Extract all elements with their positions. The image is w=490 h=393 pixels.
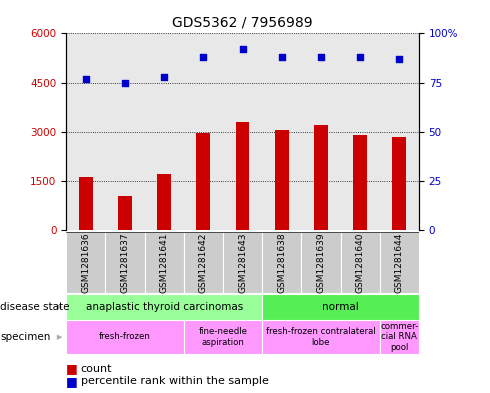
Bar (236, 122, 249, 230)
Point (199, 54, 207, 60)
Text: 0: 0 (240, 222, 245, 231)
Text: fresh-frozen contralateral
lobe: fresh-frozen contralateral lobe (266, 327, 376, 347)
Text: GSM1281638: GSM1281638 (277, 232, 286, 293)
Text: 0: 0 (358, 222, 363, 231)
FancyBboxPatch shape (341, 232, 380, 293)
Text: 0: 0 (162, 222, 167, 231)
FancyBboxPatch shape (301, 232, 341, 293)
Bar (145, 33, 184, 230)
Bar (223, 33, 262, 230)
Text: GSM1281642: GSM1281642 (199, 232, 208, 292)
Bar (275, 130, 289, 230)
Text: 0: 0 (279, 222, 284, 231)
Text: ■: ■ (66, 375, 78, 388)
Text: GSM1281640: GSM1281640 (356, 232, 365, 292)
Bar (353, 135, 367, 230)
Text: GSM1281637: GSM1281637 (121, 232, 129, 293)
Text: ■: ■ (66, 362, 78, 375)
Text: specimen: specimen (0, 332, 51, 342)
Text: GSM1281639: GSM1281639 (317, 232, 325, 293)
Text: GSM1281636: GSM1281636 (81, 232, 90, 293)
Point (278, 54, 286, 60)
Bar (105, 33, 145, 230)
Text: fine-needle
aspiration: fine-needle aspiration (198, 327, 247, 347)
Text: 0: 0 (83, 222, 88, 231)
Point (239, 46, 246, 52)
Bar (118, 195, 132, 230)
Text: percentile rank within the sample: percentile rank within the sample (81, 376, 269, 386)
FancyBboxPatch shape (262, 232, 301, 293)
Bar (314, 125, 328, 230)
Text: 0: 0 (397, 222, 402, 231)
FancyBboxPatch shape (66, 232, 105, 293)
Text: disease state: disease state (0, 302, 70, 312)
Text: GSM1281644: GSM1281644 (395, 232, 404, 292)
FancyBboxPatch shape (223, 232, 262, 293)
FancyBboxPatch shape (145, 232, 184, 293)
Bar (66, 33, 105, 230)
Bar (392, 136, 406, 230)
FancyBboxPatch shape (66, 294, 262, 320)
Point (82, 75, 90, 82)
FancyBboxPatch shape (184, 320, 262, 354)
FancyBboxPatch shape (184, 232, 223, 293)
FancyBboxPatch shape (262, 294, 419, 320)
Bar (157, 174, 171, 230)
Point (356, 54, 364, 60)
Title: GDS5362 / 7956989: GDS5362 / 7956989 (172, 15, 313, 29)
Text: anaplastic thyroid carcinomas: anaplastic thyroid carcinomas (86, 302, 243, 312)
Bar (262, 33, 301, 230)
Point (395, 56, 403, 62)
Text: fresh-frozen: fresh-frozen (99, 332, 151, 342)
FancyBboxPatch shape (262, 320, 380, 354)
Text: 0: 0 (318, 222, 323, 231)
Text: GSM1281641: GSM1281641 (160, 232, 169, 292)
Bar (301, 33, 341, 230)
Text: 0: 0 (122, 222, 127, 231)
Point (160, 73, 168, 80)
Text: 0: 0 (201, 222, 206, 231)
Bar (380, 33, 419, 230)
Text: count: count (81, 364, 112, 374)
Bar (341, 33, 380, 230)
Point (121, 79, 129, 86)
Bar (184, 33, 223, 230)
FancyBboxPatch shape (105, 232, 145, 293)
FancyBboxPatch shape (66, 320, 184, 354)
Bar (79, 177, 93, 230)
Point (317, 54, 325, 60)
Text: commer-
cial RNA
pool: commer- cial RNA pool (380, 322, 418, 352)
Bar (196, 133, 210, 230)
FancyBboxPatch shape (380, 320, 419, 354)
Text: normal: normal (322, 302, 359, 312)
FancyBboxPatch shape (380, 232, 419, 293)
Text: GSM1281643: GSM1281643 (238, 232, 247, 292)
